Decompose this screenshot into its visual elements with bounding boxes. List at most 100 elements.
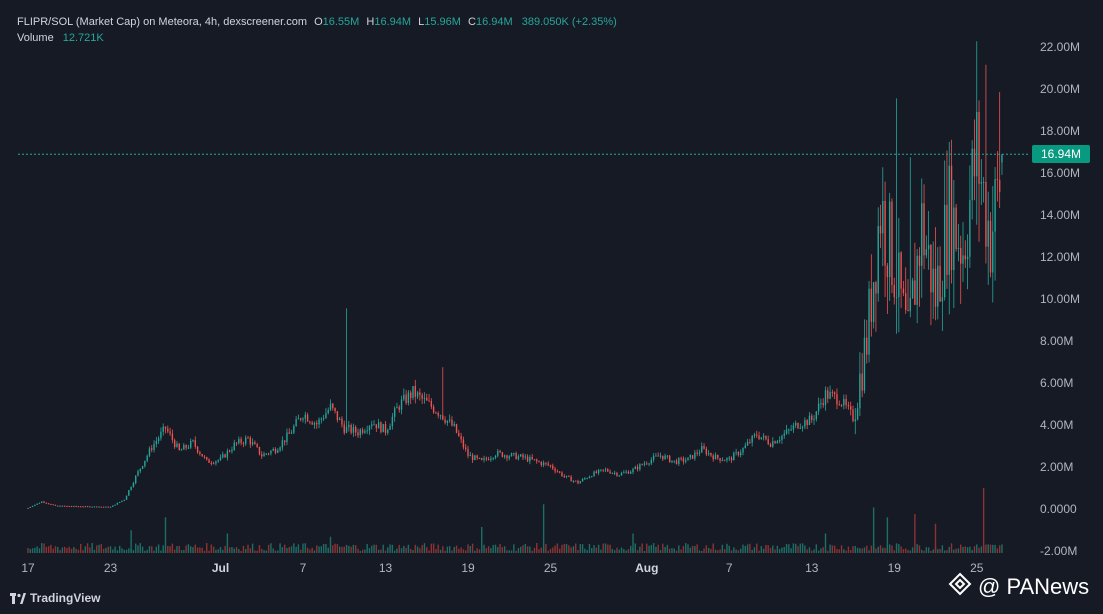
candle bbox=[641, 463, 643, 466]
candle-body bbox=[966, 256, 969, 260]
candle-body bbox=[831, 392, 834, 394]
candle-body bbox=[753, 434, 756, 436]
candle-body bbox=[799, 427, 801, 429]
volume-bar bbox=[70, 548, 73, 553]
candle bbox=[277, 448, 279, 454]
candle bbox=[875, 280, 877, 332]
candle bbox=[552, 463, 554, 471]
candle-body bbox=[824, 390, 827, 406]
volume-bar bbox=[102, 548, 105, 553]
candle-body bbox=[478, 457, 481, 459]
candle bbox=[435, 411, 437, 414]
volume-bar bbox=[721, 544, 724, 553]
candle bbox=[245, 435, 247, 446]
candle bbox=[373, 419, 375, 426]
candle bbox=[474, 454, 476, 461]
volume-bar bbox=[444, 550, 446, 553]
candle bbox=[141, 465, 144, 470]
candle bbox=[421, 392, 423, 404]
volume-bar bbox=[561, 544, 563, 553]
candle bbox=[105, 506, 107, 508]
candle bbox=[744, 442, 746, 449]
candle-body bbox=[169, 431, 171, 434]
candle-body bbox=[866, 337, 868, 355]
candle bbox=[31, 505, 34, 508]
candle bbox=[703, 443, 705, 450]
candle-body bbox=[43, 501, 45, 503]
candle bbox=[581, 478, 584, 482]
candle bbox=[118, 501, 121, 504]
candle bbox=[973, 119, 976, 201]
candle-body bbox=[673, 460, 675, 462]
volume-bar bbox=[659, 549, 662, 553]
candle bbox=[430, 398, 433, 410]
candle-body bbox=[783, 433, 785, 436]
volume-bar bbox=[536, 543, 538, 553]
volume-bar bbox=[632, 533, 634, 553]
volume-bar bbox=[982, 488, 985, 553]
candle-body bbox=[157, 438, 160, 442]
candle bbox=[916, 248, 918, 324]
candle bbox=[290, 429, 293, 435]
candle bbox=[547, 461, 549, 467]
volume-bar bbox=[600, 549, 602, 553]
candle-body bbox=[769, 444, 772, 447]
volume-bar bbox=[861, 548, 863, 553]
volume-bar bbox=[483, 544, 485, 553]
candle bbox=[799, 423, 801, 429]
candle-body bbox=[545, 462, 547, 464]
candle bbox=[678, 457, 680, 466]
candle bbox=[295, 416, 297, 427]
volume-bar bbox=[829, 544, 831, 553]
candle bbox=[934, 227, 937, 321]
volume-bar bbox=[691, 545, 694, 553]
candle bbox=[943, 160, 946, 301]
candle bbox=[863, 319, 866, 394]
volume-bar bbox=[118, 545, 121, 553]
volume-bar bbox=[54, 546, 57, 553]
candle bbox=[208, 458, 210, 464]
candle bbox=[164, 426, 167, 434]
candle-body bbox=[283, 440, 286, 443]
volume-bar bbox=[597, 544, 600, 553]
volume-bar bbox=[845, 550, 847, 553]
candle-body bbox=[930, 244, 932, 293]
volume-bar bbox=[840, 545, 843, 553]
candle-body bbox=[173, 440, 176, 448]
tradingview-brand[interactable]: TradingView bbox=[10, 591, 100, 605]
candle-body bbox=[632, 468, 634, 472]
candle-body bbox=[309, 421, 311, 423]
candle bbox=[620, 471, 623, 476]
candle-body bbox=[948, 165, 950, 275]
candle bbox=[256, 442, 258, 448]
candle-body bbox=[384, 423, 387, 433]
candle-body bbox=[746, 442, 749, 446]
volume-bar bbox=[517, 548, 520, 553]
candle bbox=[838, 400, 840, 406]
volume-bar bbox=[206, 543, 208, 553]
volume-bar bbox=[167, 545, 169, 553]
volume-bar bbox=[341, 546, 343, 553]
volume-bar bbox=[985, 544, 987, 553]
candle-body bbox=[277, 450, 279, 453]
candle bbox=[795, 420, 797, 429]
candle bbox=[593, 470, 595, 477]
candle bbox=[224, 453, 226, 458]
candle-body bbox=[98, 506, 100, 508]
candle-body bbox=[687, 457, 689, 461]
volume-bar bbox=[652, 543, 655, 553]
candle bbox=[666, 454, 669, 459]
candle bbox=[877, 207, 879, 302]
candle bbox=[976, 41, 978, 225]
candle-body bbox=[591, 476, 593, 478]
candle-body bbox=[212, 463, 215, 465]
candle bbox=[783, 430, 785, 439]
candle-body bbox=[446, 420, 449, 423]
candle bbox=[61, 505, 64, 507]
candle-body bbox=[978, 111, 980, 184]
candle bbox=[822, 398, 824, 408]
candle bbox=[648, 462, 650, 467]
candle-body bbox=[36, 503, 38, 505]
candle-body bbox=[758, 435, 760, 440]
